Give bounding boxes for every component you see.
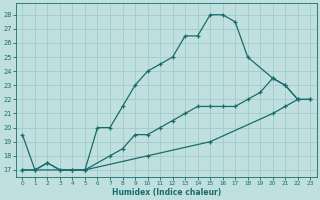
X-axis label: Humidex (Indice chaleur): Humidex (Indice chaleur) bbox=[112, 188, 221, 197]
